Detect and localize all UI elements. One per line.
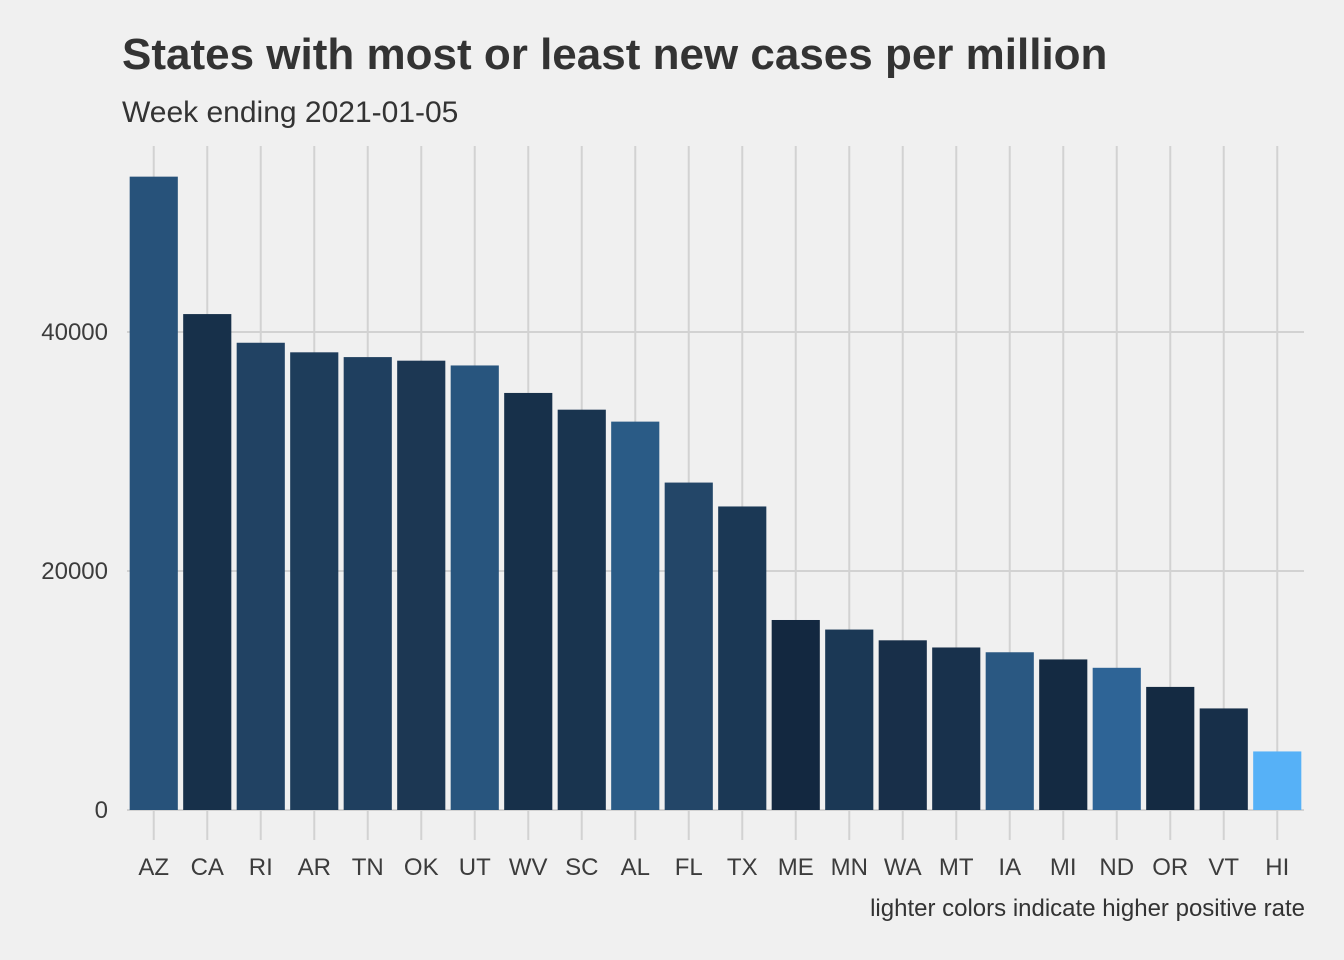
x-tick-label: WA [884, 854, 922, 881]
x-tick-label: UT [459, 854, 491, 881]
bar-hi [1253, 751, 1302, 810]
y-tick-label: 40000 [41, 319, 108, 346]
chart-title: States with most or least new cases per … [122, 30, 1108, 79]
x-tick-label: FL [675, 854, 703, 881]
x-tick-label: CA [191, 854, 224, 881]
y-tick-label: 20000 [41, 558, 108, 585]
x-tick-label: HI [1265, 854, 1289, 881]
x-tick-label: OR [1152, 854, 1188, 881]
bar-az [129, 176, 178, 810]
x-tick-label: MN [831, 854, 868, 881]
bar-nd [1092, 667, 1141, 810]
bar-ut [450, 365, 499, 810]
bar-ia [985, 652, 1034, 810]
bar-al [611, 421, 660, 810]
bar-mi [1039, 659, 1088, 810]
bar-tn [343, 357, 392, 810]
x-tick-label: IA [998, 854, 1021, 881]
x-tick-label: AZ [138, 854, 169, 881]
bar-wv [504, 392, 553, 810]
x-tick-label: AR [298, 854, 331, 881]
bar-me [771, 619, 820, 810]
chart-subtitle: Week ending 2021-01-05 [122, 96, 459, 129]
x-tick-label: WV [509, 854, 548, 881]
x-tick-label: SC [565, 854, 598, 881]
bar-tx [718, 506, 767, 810]
chart-caption: lighter colors indicate higher positive … [870, 895, 1305, 922]
x-tick-label: ME [778, 854, 814, 881]
bar-ca [183, 314, 232, 810]
bar-fl [664, 482, 713, 810]
x-tick-label: OK [404, 854, 439, 881]
bar-ar [290, 352, 339, 810]
x-tick-label: TN [352, 854, 384, 881]
x-tick-label: MI [1050, 854, 1077, 881]
x-tick-label: ND [1099, 854, 1134, 881]
bar-sc [557, 409, 606, 810]
x-tick-label: TX [727, 854, 758, 881]
x-tick-label: AL [621, 854, 650, 881]
bar-mn [825, 629, 874, 810]
bar-ri [236, 342, 285, 810]
x-tick-label: VT [1208, 854, 1239, 881]
bar-mt [932, 647, 981, 810]
x-tick-label: RI [249, 854, 273, 881]
y-tick-label: 0 [95, 797, 108, 824]
x-tick-label: MT [939, 854, 974, 881]
bar-ok [397, 360, 446, 810]
bar-or [1146, 686, 1195, 810]
bar-wa [878, 640, 927, 810]
bar-vt [1199, 708, 1248, 810]
